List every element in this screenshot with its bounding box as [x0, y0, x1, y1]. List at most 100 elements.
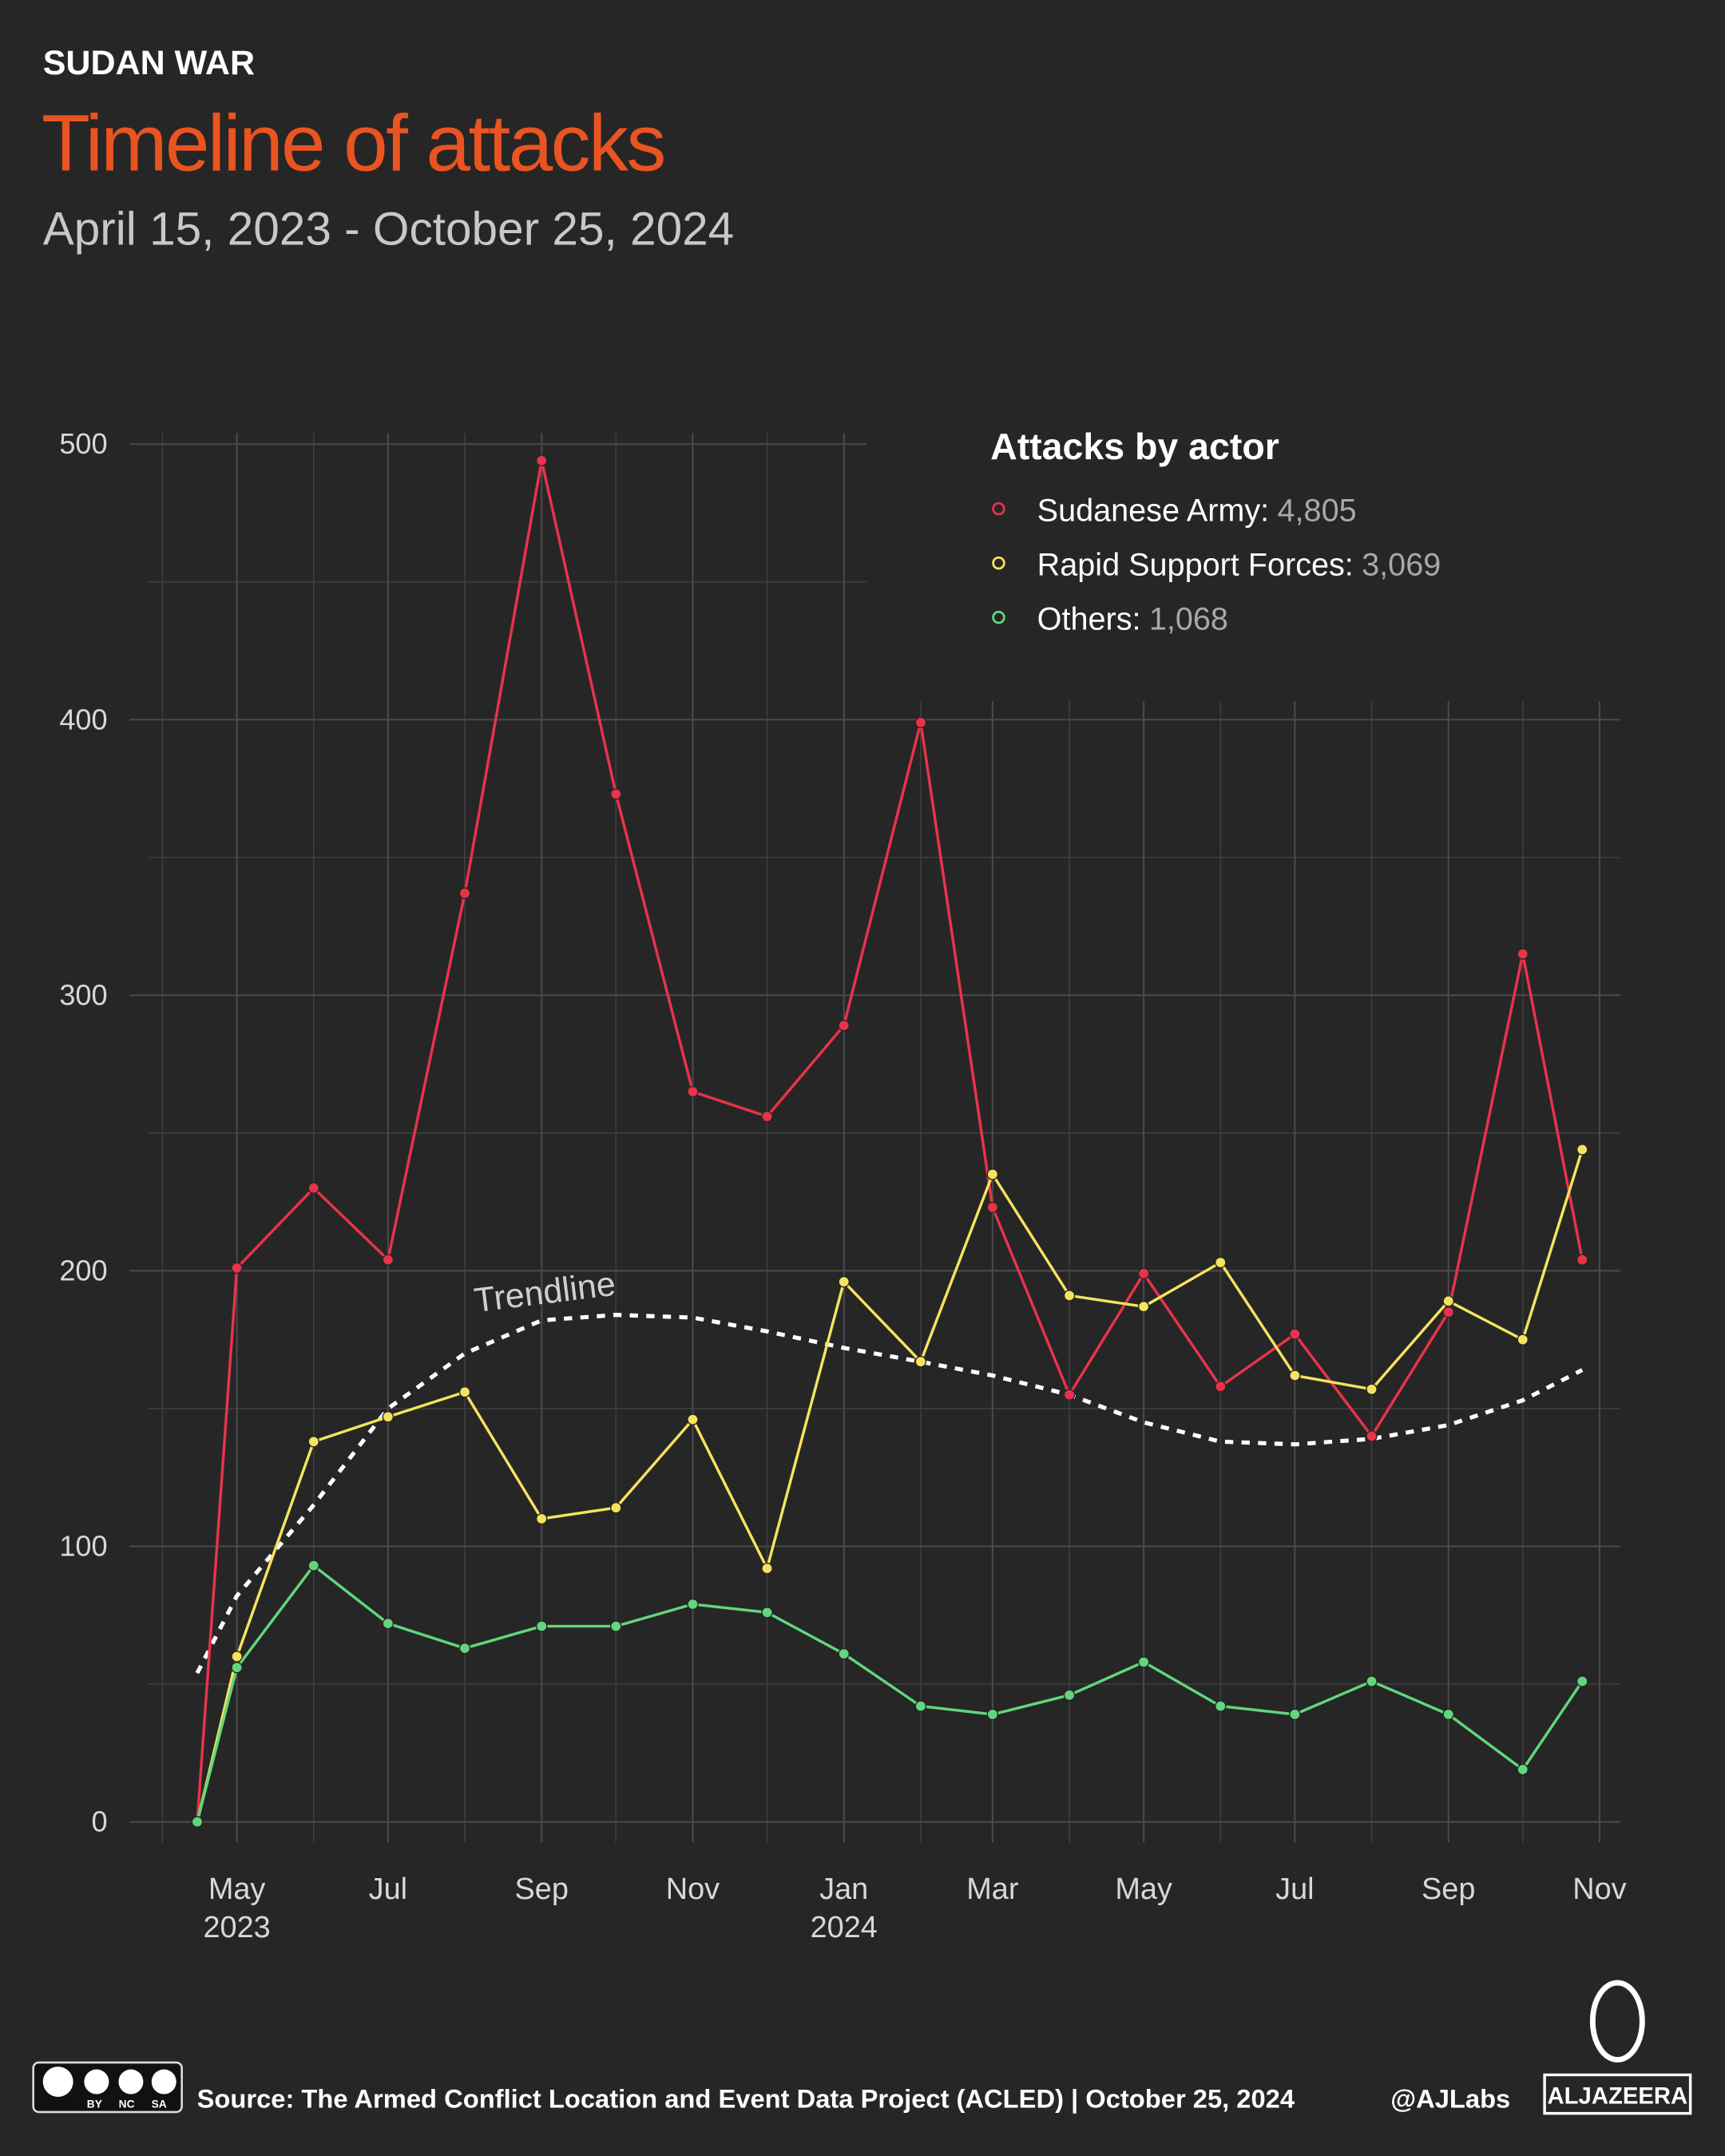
x-tick-label: Nov [1572, 1873, 1626, 1906]
legend-label: Sudanese Army: 4,805 [1037, 493, 1357, 529]
legend-title: Attacks by actor [990, 426, 1279, 467]
series-line [196, 460, 1584, 1822]
legend-marker [992, 501, 1005, 516]
legend-total: 4,805 [1278, 493, 1357, 529]
plot: 0 100 200 300 400 500 May 2023 Jul Sep Nov Jan 2024 M… [59, 427, 1626, 1944]
point [986, 1201, 999, 1214]
point [1366, 1430, 1378, 1442]
point [914, 1700, 927, 1712]
point [986, 1708, 999, 1721]
legend-total: 3,069 [1362, 548, 1441, 583]
cc-icon [42, 2067, 73, 2097]
point [458, 1642, 471, 1655]
point [191, 1816, 204, 1828]
y-tick-label: 100 [59, 1530, 107, 1563]
point [1063, 1290, 1076, 1302]
point [1289, 1328, 1301, 1341]
point [1063, 1689, 1076, 1702]
point [458, 887, 471, 899]
point [761, 1110, 773, 1123]
point [914, 1356, 927, 1368]
point [1366, 1383, 1378, 1396]
point [1289, 1369, 1301, 1381]
series-line [196, 1563, 1584, 1822]
y-tick-label: 200 [59, 1254, 107, 1286]
x-tick-label: Jul [1275, 1873, 1314, 1906]
series-line [196, 1149, 1584, 1822]
cc-icon [84, 2069, 109, 2095]
y-tick-label: 0 [92, 1805, 108, 1838]
x-tick-label: May 2023 [203, 1873, 270, 1944]
point [307, 1560, 320, 1571]
point [1576, 1675, 1588, 1687]
x-tick-label: Mar [966, 1873, 1018, 1906]
point [535, 1512, 548, 1525]
point [535, 454, 548, 467]
license: BY NC SA [32, 2061, 183, 2114]
point [1137, 1267, 1150, 1280]
point [761, 1562, 773, 1575]
point [231, 1651, 243, 1663]
title: Timeline of attacks [42, 100, 664, 188]
point [1215, 1381, 1227, 1393]
x-tick-label: Sep [515, 1873, 569, 1906]
point [1517, 948, 1529, 960]
x-tick-label: May [1115, 1873, 1172, 1906]
point [986, 1168, 999, 1180]
cc-icon [151, 2069, 176, 2095]
point [610, 1501, 622, 1514]
point [761, 1607, 773, 1619]
point [1576, 1143, 1588, 1155]
point [1215, 1700, 1227, 1712]
point [1442, 1708, 1454, 1721]
x-tick-label: Jan 2024 [811, 1873, 878, 1944]
point [382, 1254, 395, 1266]
point [307, 1436, 320, 1448]
legend-name: Sudanese Army: [1037, 493, 1270, 529]
legend-marker [992, 610, 1005, 624]
logo: ALJAZEERA [1543, 1980, 1692, 2115]
point [1289, 1708, 1301, 1721]
point [1442, 1306, 1454, 1318]
point [307, 1182, 320, 1195]
point [1576, 1254, 1588, 1266]
x-tick-label: Sep [1422, 1873, 1475, 1906]
legend-label: Rapid Support Forces: 3,069 [1037, 548, 1441, 583]
y-tick-label: 300 [59, 978, 107, 1011]
point [1137, 1301, 1150, 1313]
point [838, 1275, 850, 1288]
point [838, 1647, 850, 1660]
x-tick-label: Nov [666, 1873, 720, 1906]
handle: @AJLabs [1390, 2084, 1510, 2114]
license-text: BY NC SA [87, 2099, 167, 2110]
point [1063, 1389, 1076, 1401]
x-tick-label: Jul [369, 1873, 407, 1906]
point [914, 716, 927, 728]
point [231, 1262, 243, 1274]
point [382, 1411, 395, 1423]
point [610, 1620, 622, 1632]
kicker: SUDAN WAR [43, 44, 255, 82]
point [1137, 1656, 1150, 1668]
subtitle: April 15, 2023 - October 25, 2024 [43, 204, 735, 256]
point [838, 1020, 850, 1032]
point [687, 1085, 699, 1098]
point [458, 1386, 471, 1398]
logo-box [1543, 2073, 1692, 2115]
point [1442, 1295, 1454, 1307]
point [1517, 1763, 1529, 1776]
legend-total: 1,068 [1149, 602, 1228, 637]
cc-icon [118, 2069, 144, 2095]
brand: ALJAZEERA [1548, 2084, 1688, 2110]
point [687, 1413, 699, 1425]
trendline [195, 1313, 1584, 1674]
y-tick-label: 500 [59, 427, 107, 460]
legend-label: Others: 1,068 [1037, 602, 1228, 637]
legend-marker [992, 556, 1005, 570]
legend-name: Others: [1037, 602, 1141, 637]
point [1517, 1334, 1529, 1346]
point [610, 788, 622, 800]
